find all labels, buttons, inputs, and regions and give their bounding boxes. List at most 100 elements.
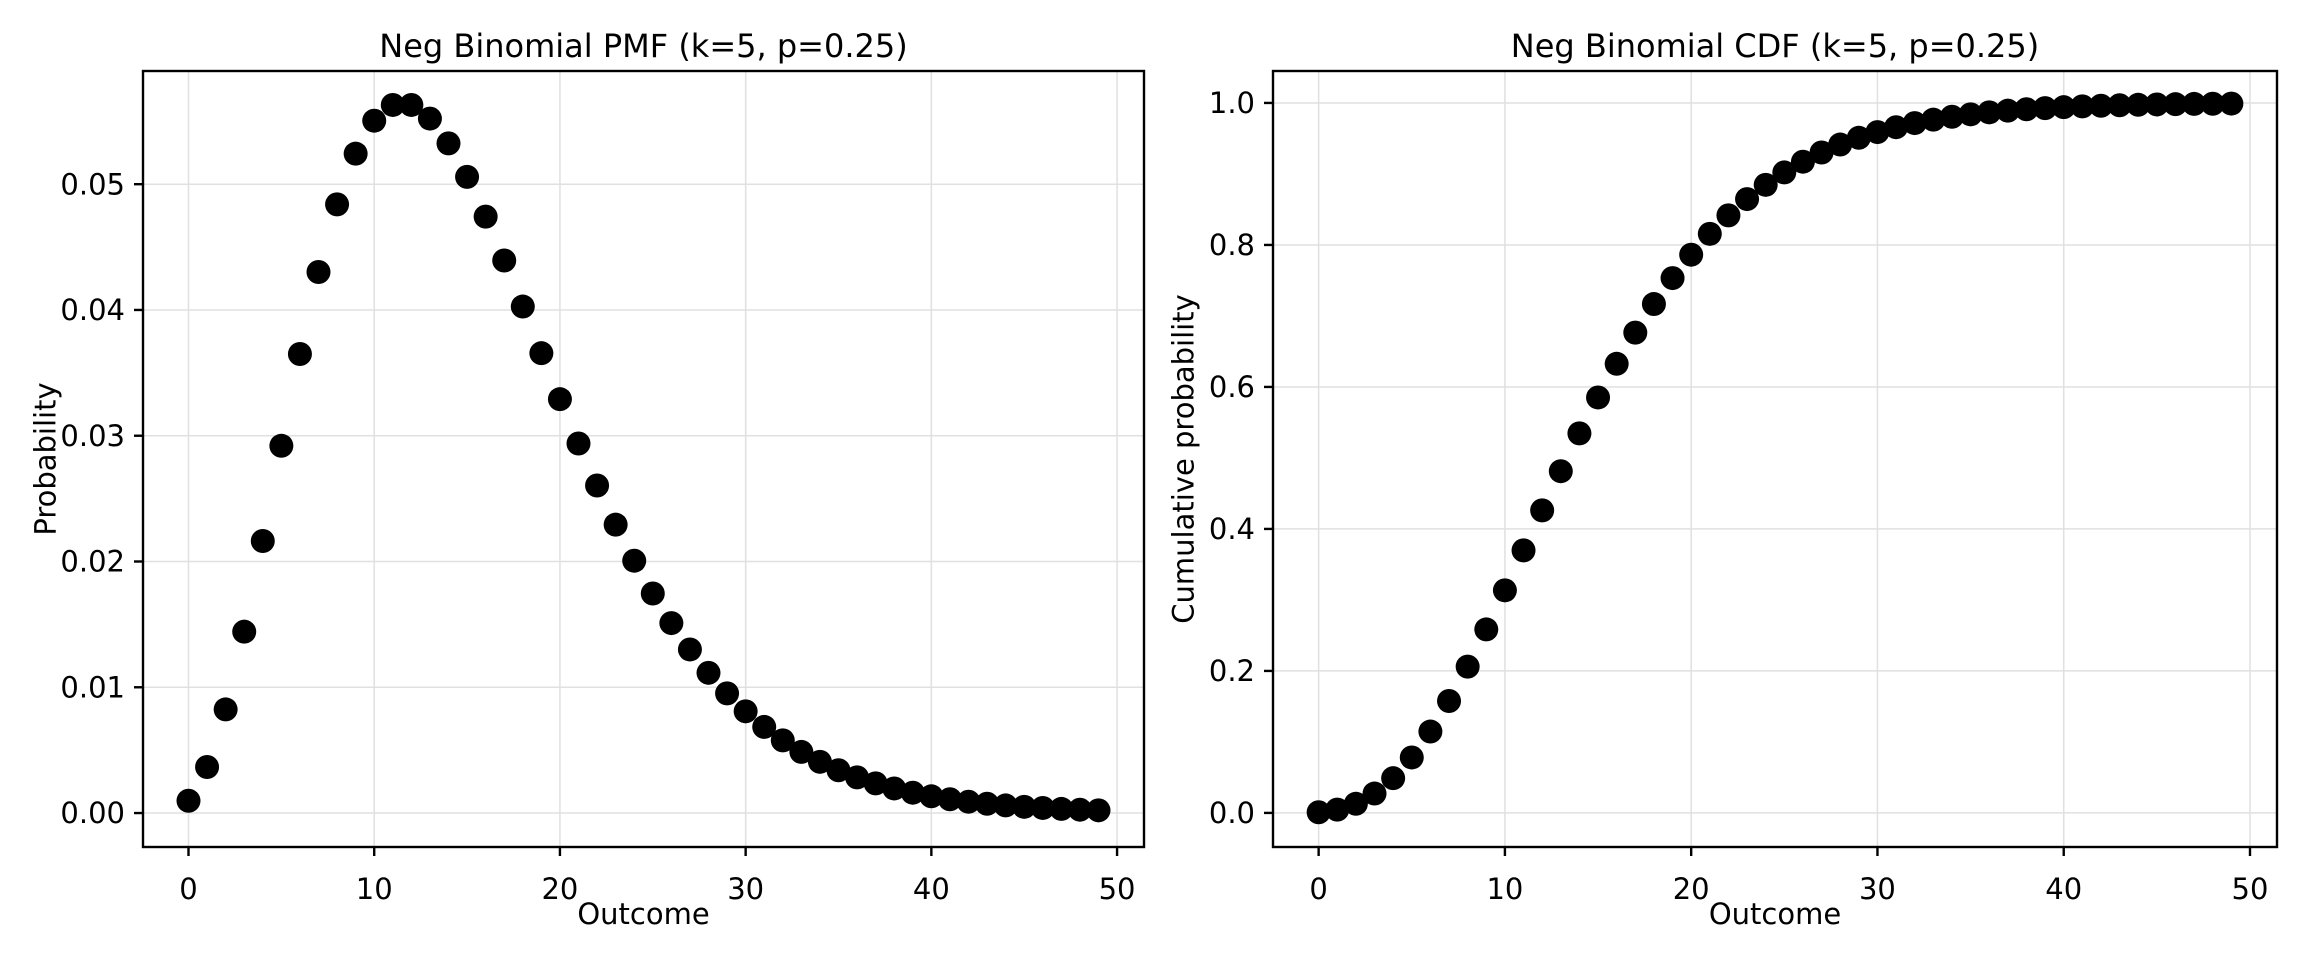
pmf-data-point <box>529 341 554 366</box>
cdf-data-point <box>1884 115 1909 140</box>
pmf-data-point <box>919 784 944 809</box>
cdf-data-point <box>2163 92 2188 117</box>
cdf-data-point <box>2070 94 2095 119</box>
cdf-chart-title: Neg Binomial CDF (k=5, p=0.25) <box>1510 27 2040 65</box>
pmf-data-point <box>789 739 814 764</box>
cdf-x-tick-label: 30 <box>1859 872 1896 906</box>
cdf-data-point <box>2200 91 2225 116</box>
pmf-data-point <box>622 548 647 573</box>
pmf-y-tick-label: 0.01 <box>60 670 125 704</box>
cdf-axes-spine <box>1271 69 2279 849</box>
cdf-data-point <box>1492 578 1517 603</box>
pmf-data-point <box>677 637 702 662</box>
cdf-y-tick-label: 0.0 <box>1209 796 1255 830</box>
cdf-data-point <box>1995 98 2020 123</box>
cdf-data-point <box>2219 91 2244 116</box>
cdf-data-point <box>1939 104 1964 129</box>
cdf-data-point <box>1474 617 1499 642</box>
pmf-x-tick-label: 20 <box>541 872 578 906</box>
cdf-data-point <box>1790 149 1815 174</box>
pmf-data-point <box>269 433 294 458</box>
pmf-data-point <box>640 581 665 606</box>
pmf-x-tick-label: 10 <box>356 872 393 906</box>
cdf-data-point <box>1455 654 1480 679</box>
pmf-data-point <box>733 699 758 724</box>
pmf-data-point <box>752 714 777 739</box>
cdf-data-point <box>1381 766 1406 791</box>
cdf-data-point <box>1399 745 1424 770</box>
cdf-x-axis-label: Outcome <box>1708 897 1842 931</box>
pmf-data-point <box>826 758 851 783</box>
cdf-data-point <box>1716 203 1741 228</box>
pmf-y-tick-label: 0.02 <box>60 545 125 579</box>
pmf-y-tick-label: 0.00 <box>60 796 125 830</box>
pmf-data-point <box>232 619 257 644</box>
pmf-data-point <box>882 776 907 801</box>
pmf-data-point <box>845 765 870 790</box>
cdf-data-point <box>1902 111 1927 136</box>
pmf-data-point <box>659 611 684 636</box>
pmf-data-point <box>975 791 1000 816</box>
cdf-data-point <box>1343 791 1368 816</box>
pmf-data-point <box>399 92 424 117</box>
cdf-x-tick-label: 10 <box>1486 872 1523 906</box>
pmf-data-point <box>993 793 1018 818</box>
cdf-data-point <box>1809 140 1834 165</box>
pmf-x-axis-label: Outcome <box>577 897 710 931</box>
cdf-y-axis-label: Cumulative probability <box>1166 294 1201 624</box>
pmf-data-point <box>417 106 442 131</box>
pmf-data-point <box>1030 795 1055 820</box>
cdf-x-tick-label: 40 <box>2045 872 2082 906</box>
pmf-data-point <box>492 248 517 273</box>
cdf-data-point <box>1958 102 1983 127</box>
cdf-data-point <box>2033 96 2058 121</box>
cdf-x-tick-label: 50 <box>2232 872 2269 906</box>
cdf-data-point <box>1865 120 1890 145</box>
pmf-data-point <box>603 512 628 537</box>
pmf-data-point <box>287 341 312 366</box>
cdf-data-point <box>1660 266 1685 291</box>
cdf-x-tick-label: 0 <box>1309 872 1327 906</box>
pmf-x-tick-label: 40 <box>913 872 950 906</box>
cdf-data-point <box>1697 221 1722 246</box>
cdf-data-point <box>2144 92 2169 117</box>
cdf-data-point <box>2107 93 2132 118</box>
pmf-data-point <box>863 771 888 796</box>
cdf-data-point <box>2051 95 2076 120</box>
pmf-y-tick-label: 0.05 <box>60 167 125 201</box>
pmf-data-point <box>436 131 461 156</box>
cdf-data-point <box>2088 93 2113 118</box>
cdf-data-point <box>1604 351 1629 376</box>
cdf-data-point <box>2182 91 2207 116</box>
pmf-data-point <box>343 141 368 166</box>
pmf-x-tick-label: 30 <box>727 872 764 906</box>
pmf-chart-title: Neg Binomial PMF (k=5, p=0.25) <box>379 27 908 65</box>
pmf-data-point <box>213 697 238 722</box>
pmf-data-point <box>1086 798 1111 823</box>
pmf-y-tick-label: 0.04 <box>60 293 125 327</box>
cdf-data-point <box>1418 719 1443 744</box>
cdf-data-point <box>1437 688 1462 713</box>
cdf-data-point <box>1530 498 1555 523</box>
cdf-data-point <box>1548 459 1573 484</box>
cdf-data-point <box>1306 800 1331 825</box>
cdf-data-point <box>2126 92 2151 117</box>
pmf-data-point <box>696 660 721 685</box>
pmf-data-point <box>807 749 832 774</box>
cdf-y-tick-label: 1.0 <box>1209 86 1255 120</box>
pmf-data-point <box>1012 794 1037 819</box>
cdf-data-point <box>1735 187 1760 212</box>
pmf-data-point <box>176 788 201 813</box>
pmf-data-point <box>380 92 405 117</box>
cdf-y-tick-label: 0.2 <box>1209 654 1255 688</box>
cdf-y-tick-label: 0.4 <box>1209 512 1255 546</box>
pmf-data-point <box>455 164 480 189</box>
cdf-data-point <box>1325 797 1350 822</box>
cdf-data-point <box>1362 781 1387 806</box>
pmf-data-point <box>585 473 610 498</box>
cdf-data-point <box>1921 107 1946 132</box>
cdf-data-point <box>1623 320 1648 345</box>
pmf-data-point <box>715 681 740 706</box>
pmf-y-axis-label: Probability <box>28 382 63 536</box>
pmf-data-point <box>250 529 275 554</box>
